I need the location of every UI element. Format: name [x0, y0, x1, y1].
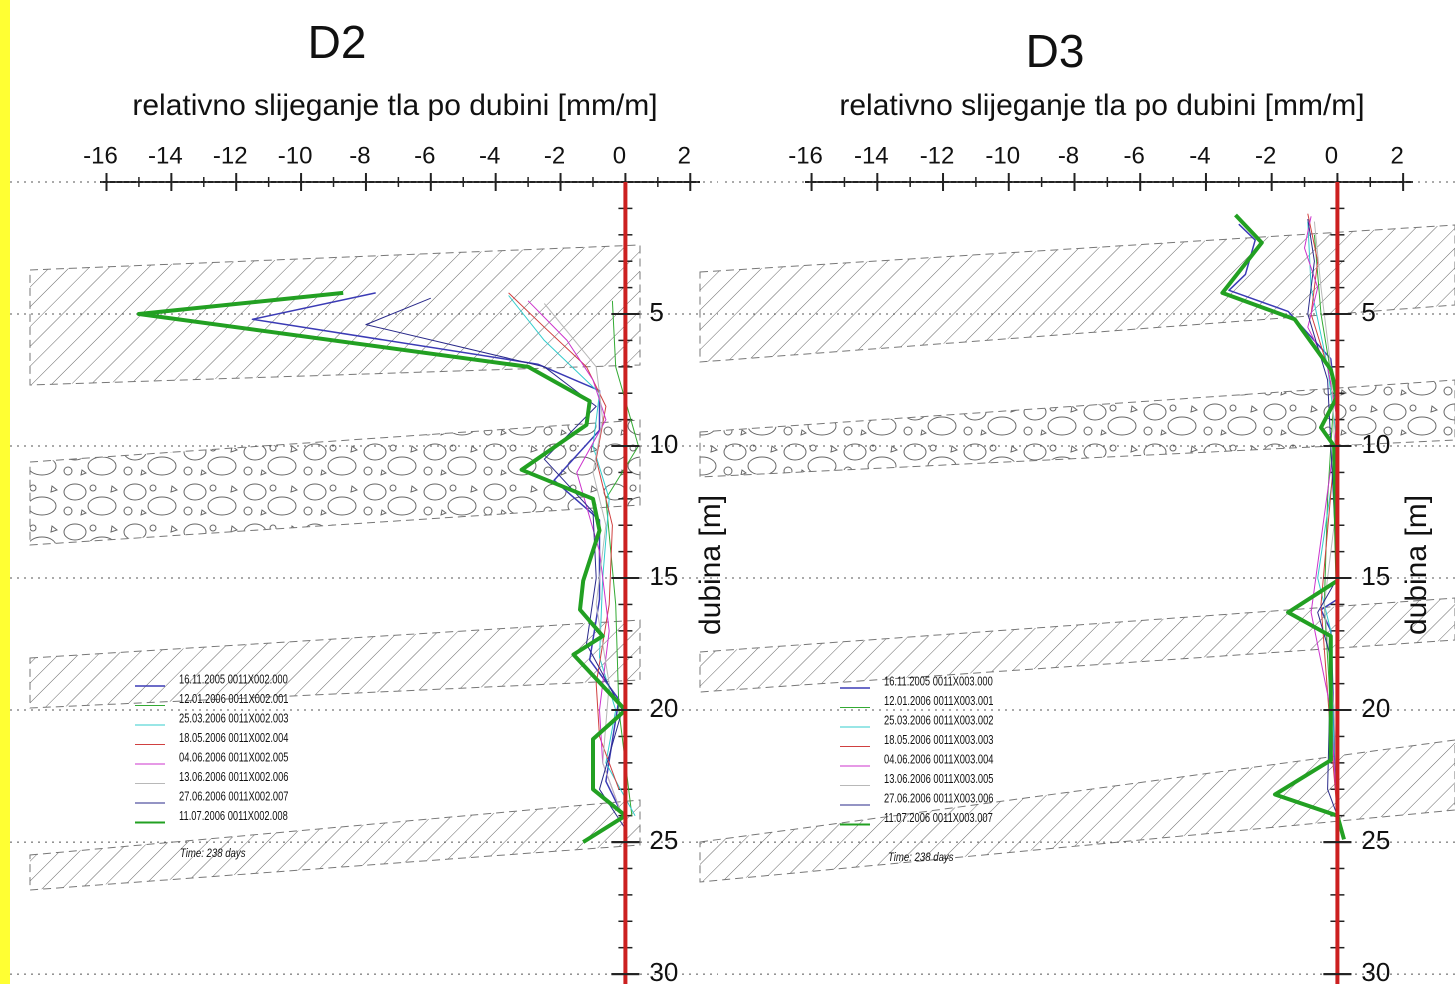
y-tick-label: 20: [649, 693, 678, 723]
annotation: Time: 238 days: [180, 847, 246, 860]
y-tick-label: 25: [649, 825, 678, 855]
series-line: [508, 295, 636, 816]
x-tick-label: -16: [83, 142, 118, 169]
legend-label: 18.05.2006 0011X002.004: [179, 732, 289, 746]
legend-label: 27.06.2006 0011X002.007: [179, 790, 289, 804]
legend-label: 25.03.2006 0011X003.002: [884, 714, 994, 728]
legend-label: 04.06.2006 0011X003.004: [884, 753, 994, 767]
series-line: [543, 303, 623, 816]
x-axis-label: relativno slijeganje tla po dubini [mm/m…: [839, 89, 1364, 122]
series-line: [365, 297, 626, 830]
y-tick-label: 15: [1361, 561, 1390, 591]
x-tick-label: -6: [1124, 142, 1145, 169]
series-line: [1228, 223, 1339, 821]
y-tick-label: 15: [649, 561, 678, 591]
legend-label: 12.01.2006 0011X003.001: [884, 695, 994, 709]
side-strip: [0, 0, 10, 984]
series-line: [136, 290, 628, 844]
legend-label: 13.06.2006 0011X003.005: [884, 773, 994, 787]
y-tick-label: 5: [649, 297, 663, 327]
legend-label: 25.03.2006 0011X002.003: [179, 712, 289, 726]
y-tick-label: 10: [649, 429, 678, 459]
x-tick-label: -10: [985, 142, 1020, 169]
x-axis-label: relativno slijeganje tla po dubini [mm/m…: [132, 89, 657, 122]
x-tick-label: -4: [1189, 142, 1210, 169]
legend-label: 13.06.2006 0011X002.006: [179, 771, 289, 785]
x-tick-label: -2: [544, 142, 565, 169]
x-tick-label: -12: [213, 142, 248, 169]
x-tick-label: -8: [349, 142, 370, 169]
chart-title: D3: [1026, 25, 1085, 77]
series-line: [527, 300, 623, 816]
x-tick-label: -12: [920, 142, 955, 169]
soil-layers: [29, 224, 1455, 891]
y-axis-label: dubina [m]: [694, 495, 727, 635]
y-tick-label: 25: [1361, 825, 1390, 855]
x-tick-label: -6: [414, 142, 435, 169]
x-tick-label: -14: [148, 142, 183, 169]
x-tick-label: 0: [1325, 142, 1338, 169]
series-line: [251, 292, 627, 822]
series-line: [508, 292, 620, 790]
legend-label: 16.11.2005 0011X003.000: [884, 675, 993, 689]
legend-label: 12.01.2006 0011X002.001: [179, 693, 289, 707]
y-tick-label: 10: [1361, 429, 1390, 459]
legend-label: 18.05.2006 0011X003.003: [884, 734, 994, 748]
legend-label: 11.07.2006 0011X002.008: [179, 810, 288, 824]
y-tick-label: 30: [649, 957, 678, 984]
legend-label: 27.06.2006 0011X003.006: [884, 792, 994, 806]
y-tick-label: 5: [1361, 297, 1375, 327]
annotation: Time: 238 days: [888, 851, 954, 864]
legend-label: 04.06.2006 0011X002.005: [179, 751, 289, 765]
x-tick-label: -10: [278, 142, 313, 169]
y-tick-label: 30: [1361, 957, 1390, 984]
legend-label: 16.11.2005 0011X002.000: [179, 673, 288, 687]
series-line: [1307, 221, 1338, 816]
y-tick-label: 20: [1361, 693, 1390, 723]
chart-title: D2: [308, 16, 367, 68]
x-tick-label: 0: [613, 142, 626, 169]
x-tick-label: -2: [1255, 142, 1276, 169]
legend-label: 11.07.2006 0011X003.007: [884, 812, 993, 826]
x-tick-label: 2: [678, 142, 691, 169]
x-tick-label: -8: [1058, 142, 1079, 169]
x-tick-label: 2: [1390, 142, 1403, 169]
x-tick-label: -16: [788, 142, 823, 169]
x-tick-label: -4: [479, 142, 500, 169]
x-tick-label: -14: [854, 142, 889, 169]
y-axis-label: dubina [m]: [1400, 495, 1433, 635]
